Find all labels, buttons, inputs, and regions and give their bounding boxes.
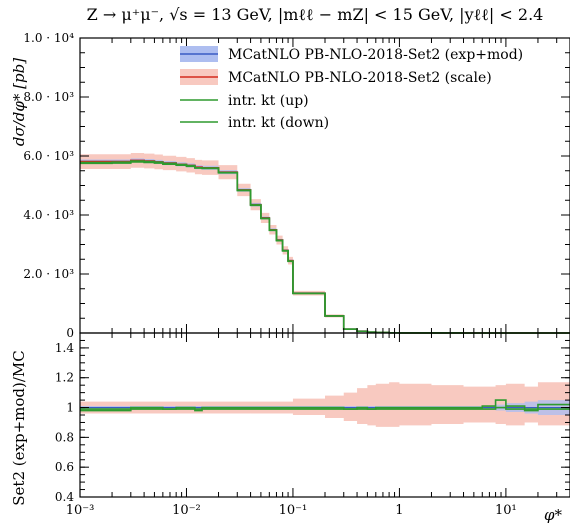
series-line-intr-kt-down [80,161,570,334]
y-tick-label: 8.0 · 10³ [23,90,74,104]
legend-entry-label: intr. kt (up) [228,93,309,109]
ratio-line-intr-kt-down [80,406,570,412]
legend: MCatNLO PB-NLO-2018-Set2 (exp+mod) MCatNL… [180,46,523,131]
y-tick-label: 0.4 [55,490,74,504]
y-axis-label-ratio: Set2 (exp+mod)/MC [10,350,28,505]
y-tick-label: 6.0 · 10³ [23,149,74,163]
y-tick-label: 0 [66,326,74,340]
legend-entry-label: MCatNLO PB-NLO-2018-Set2 (scale) [228,70,492,86]
x-tick-label: 1 [395,503,403,518]
legend-entry-label: MCatNLO PB-NLO-2018-Set2 (exp+mod) [228,47,523,63]
axis-tick-labels: 0 2.0 · 10³ 4.0 · 10³ 6.0 · 10³ 8.0 · 10³ 1.0… [23,31,516,518]
x-tick-label: 10¹ [495,503,517,518]
y-axis-label-main: dσ/dφ* [pb] [10,58,28,146]
x-axis-label: φ* [544,506,563,524]
y-tick-label: 0.6 [55,460,74,474]
y-tick-label: 1 [66,401,74,415]
y-tick-label: 1.0 · 10⁴ [23,31,74,45]
y-tick-label: 2.0 · 10³ [23,267,74,281]
y-tick-label: 1.2 [55,371,74,385]
ratio-band-scale [80,382,570,427]
x-tick-label: 10⁻³ [66,503,95,518]
legend-entry-label: intr. kt (down) [228,115,329,131]
y-tick-label: 1.4 [55,341,74,355]
ratio-uncertainty-bands [80,382,570,427]
main-histogram-lines [80,159,570,334]
plot-frames [79,37,570,498]
x-tick-label: 10⁻² [172,503,201,518]
y-tick-label: 0.8 [55,430,74,444]
chart-title: Z → μ⁺μ⁻, √s = 13 GeV, |mℓℓ − mZ| < 15 G… [87,5,544,24]
y-tick-label: 4.0 · 10³ [23,208,74,222]
x-tick-label: 10⁻¹ [279,503,308,518]
axis-ticks [79,37,570,498]
ratio-histogram-lines [80,399,570,412]
